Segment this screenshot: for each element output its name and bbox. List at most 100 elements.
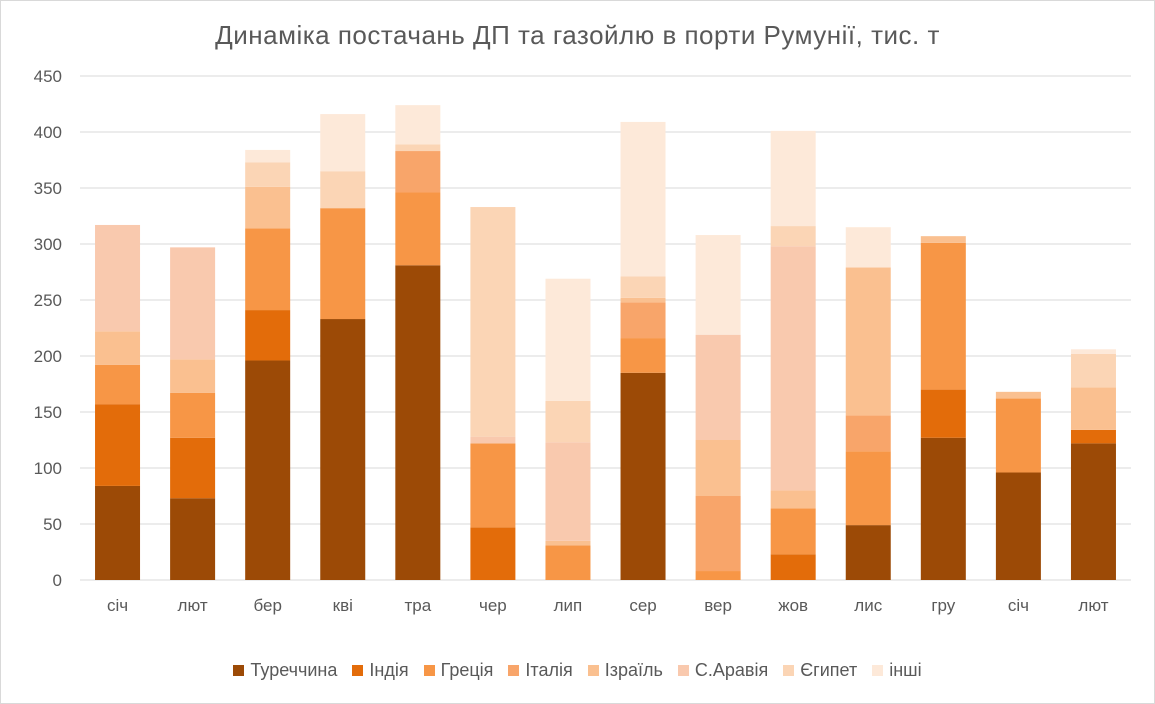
bar-segment <box>170 498 216 580</box>
y-tick-label: 100 <box>34 459 62 478</box>
bar-segment <box>920 242 966 390</box>
bar-segment <box>170 392 216 438</box>
bar-segment <box>545 545 591 580</box>
bar-segment <box>620 276 666 298</box>
bar-segment <box>1070 443 1116 580</box>
legend-label: Греція <box>440 660 494 680</box>
legend-label: інші <box>889 660 922 680</box>
x-tick-label: вер <box>704 596 732 615</box>
bar-segment <box>545 540 591 546</box>
y-tick-label: 200 <box>34 347 62 366</box>
legend-item: Індія <box>352 660 409 681</box>
bar-segment <box>245 149 291 163</box>
legend-label: Індія <box>369 660 409 680</box>
bar-segment <box>695 440 741 496</box>
bar-segment <box>395 192 441 266</box>
bar-segment <box>770 226 816 247</box>
bar-segment <box>395 144 441 152</box>
bar-segment <box>470 443 516 528</box>
bar-segment <box>545 442 591 541</box>
x-tick-label: лют <box>1078 596 1108 615</box>
bar-segment <box>920 236 966 243</box>
bar-segment <box>845 525 891 580</box>
x-axis-ticks: січ лют бер кві тра чер лип сер вер жов лис гру січ л… <box>107 596 1109 615</box>
legend-item: інші <box>872 660 922 681</box>
grid-lines <box>80 75 1131 581</box>
bar-segment <box>620 297 666 303</box>
bar-segment <box>170 437 216 499</box>
bar-segment <box>545 278 591 401</box>
legend-swatch <box>677 665 689 676</box>
legend-swatch <box>587 665 599 676</box>
bar-segment <box>395 105 441 145</box>
bar-segment <box>770 130 816 227</box>
bar-segment <box>845 415 891 452</box>
legend-label: С.Аравія <box>694 660 769 680</box>
bar-segment <box>320 208 366 320</box>
bar-segment <box>845 227 891 268</box>
bar-segment <box>620 338 666 373</box>
y-tick-label: 250 <box>34 291 62 310</box>
x-tick-label: січ <box>107 596 128 615</box>
legend-swatch <box>783 665 795 676</box>
bar-segment <box>470 527 516 580</box>
y-tick-label: 300 <box>34 235 62 254</box>
x-tick-label: гру <box>931 596 955 615</box>
legend-swatch <box>352 665 364 676</box>
bar-segment <box>395 265 441 580</box>
chart-legend: Туреччина Індія Греція Італія Ізраїль С.Араві… <box>0 660 1155 681</box>
bar-segment <box>170 359 216 393</box>
legend-item: Єгипет <box>783 660 857 681</box>
legend-swatch <box>233 665 245 676</box>
y-tick-label: 50 <box>43 515 62 534</box>
legend-swatch <box>872 665 884 676</box>
bar-segment <box>95 404 141 486</box>
x-tick-label: кві <box>333 596 353 615</box>
bar-segment <box>920 389 966 438</box>
legend-swatch <box>508 665 520 676</box>
bar-segment <box>245 360 291 580</box>
x-tick-label: чер <box>479 596 507 615</box>
bar-segment <box>1070 353 1116 388</box>
bar-segment <box>395 151 441 193</box>
bar-segment <box>245 310 291 361</box>
bar-segment <box>245 162 291 187</box>
bar-segment <box>245 186 291 229</box>
y-tick-label: 400 <box>34 123 62 142</box>
x-tick-label: жов <box>778 596 808 615</box>
bar-segment <box>770 246 816 491</box>
bar-segment <box>695 334 741 440</box>
legend-label: Туреччина <box>250 660 338 680</box>
x-tick-label: тра <box>404 596 431 615</box>
bar-segment <box>170 247 216 360</box>
bar-segment <box>920 437 966 580</box>
bars <box>95 105 1116 580</box>
bar-segment <box>845 267 891 416</box>
legend-item: С.Аравія <box>677 660 769 681</box>
x-tick-label: бер <box>253 596 281 615</box>
y-tick-label: 150 <box>34 403 62 422</box>
bar-segment <box>695 571 741 580</box>
bar-segment <box>1070 387 1116 430</box>
legend-label: Італія <box>525 660 573 680</box>
bar-segment <box>995 398 1041 473</box>
bar-segment <box>95 364 141 405</box>
y-axis-ticks: 0 50 100 150 200 250 300 350 400 450 <box>34 67 62 590</box>
bar-segment <box>320 319 366 580</box>
bar-segment <box>470 436 516 444</box>
y-tick-label: 450 <box>34 67 62 86</box>
legend-item: Греція <box>423 660 494 681</box>
bar-segment <box>470 207 516 437</box>
bar-segment <box>620 372 666 580</box>
x-tick-label: лис <box>854 596 882 615</box>
legend-swatch <box>423 665 435 676</box>
bar-segment <box>95 485 141 580</box>
x-tick-label: лют <box>178 596 208 615</box>
bar-segment <box>320 114 366 172</box>
bar-segment <box>695 235 741 335</box>
y-tick-label: 0 <box>53 571 62 590</box>
bar-segment <box>245 228 291 311</box>
bar-segment <box>770 554 816 580</box>
legend-label: Єгипет <box>800 660 858 680</box>
bar-segment <box>1070 349 1116 354</box>
